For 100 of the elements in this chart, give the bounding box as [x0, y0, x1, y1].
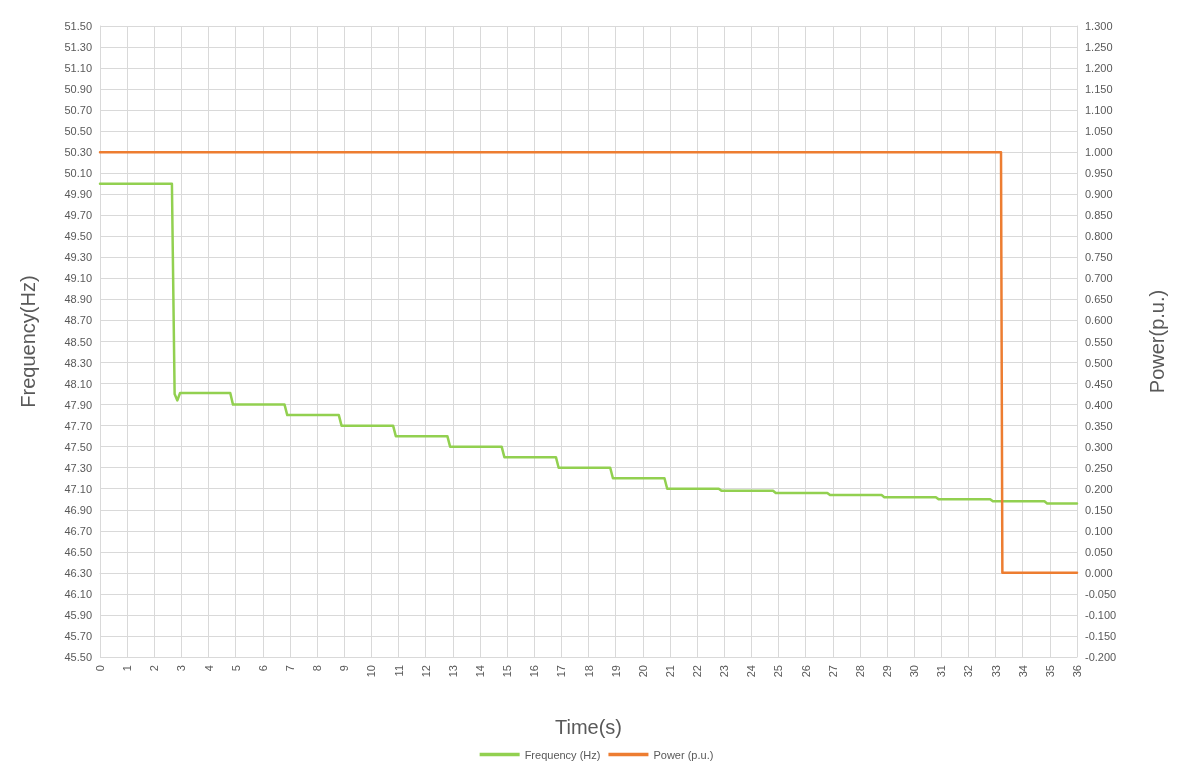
y-tick-label: 46.10: [64, 587, 92, 600]
y-tick-label: 49.10: [64, 272, 92, 285]
y-tick-label: 46.70: [64, 524, 92, 537]
y2-tick-label: 0.450: [1085, 377, 1113, 390]
x-tick-label: 21: [663, 665, 676, 678]
line-series: [98, 182, 1079, 505]
x-tick-label: 10: [365, 665, 378, 678]
y-tick-label: 51.30: [64, 41, 92, 54]
y-tick-label: 50.50: [64, 125, 92, 138]
y2-tick-label: 0.700: [1085, 272, 1113, 285]
y-tick-label: 45.90: [64, 608, 92, 621]
y2-tick-label: 0.900: [1085, 188, 1113, 201]
y2-tick-label: 0.750: [1085, 251, 1113, 264]
x-tick-label: 33: [989, 665, 1002, 678]
x-tick-label: 26: [799, 665, 812, 678]
x-tick-label: 31: [935, 665, 948, 678]
x-tick-label: 7: [283, 665, 296, 672]
x-tick-label: 1: [121, 665, 134, 672]
x-tick-label: 22: [691, 665, 704, 678]
x-tick-label: 20: [636, 665, 649, 678]
y2-tick-label: 1.100: [1085, 104, 1113, 117]
y-tick-label: 47.90: [64, 398, 92, 411]
y2-tick-label: -0.100: [1085, 608, 1117, 621]
x-tick-label: 4: [202, 665, 215, 672]
x-tick-label: 28: [853, 665, 866, 678]
y-tick-label: 46.90: [64, 503, 92, 516]
x-axis-title: Time(s): [554, 716, 623, 738]
y2-tick-label: 0.000: [1085, 566, 1113, 579]
y2-tick-label: 1.050: [1085, 125, 1113, 138]
y2-tick-label: 0.800: [1085, 230, 1113, 243]
x-tick-label: 6: [256, 665, 269, 672]
x-tick-label: 15: [501, 665, 514, 678]
y2-tick-label: 1.000: [1085, 146, 1113, 159]
y-tick-label: 48.30: [64, 356, 92, 369]
y2-tick-label: 0.150: [1085, 503, 1113, 516]
y-tick-label: 48.70: [64, 314, 92, 327]
x-tick-label: 29: [881, 665, 894, 678]
x-tick-label: 13: [446, 665, 459, 678]
y-tick-label: 47.70: [64, 419, 92, 432]
y-tick-label: 48.10: [64, 377, 92, 390]
y-tick-label: 49.30: [64, 251, 92, 264]
y-tick-label: 46.50: [64, 545, 92, 558]
y2-tick-label: 0.600: [1085, 314, 1113, 327]
x-tick-label: 35: [1043, 665, 1056, 678]
y2-tick-label: 0.100: [1085, 524, 1113, 537]
y2-tick-label: -0.200: [1085, 651, 1117, 663]
y2-tick-label: 0.200: [1085, 482, 1113, 495]
x-tick-label: 9: [338, 665, 351, 672]
y2-tick-label: 0.500: [1085, 356, 1113, 369]
x-tick-label: 19: [609, 665, 622, 678]
y-tick-label: 50.90: [64, 83, 92, 96]
x-tick-label: 11: [392, 665, 405, 677]
y2-tick-label: 0.850: [1085, 209, 1113, 222]
y2-tick-label: 1.200: [1085, 62, 1113, 75]
y2-tick-label: 0.350: [1085, 419, 1113, 432]
y-axis-title: Frequency(Hz): [17, 275, 39, 408]
y-tick-label: 49.90: [64, 188, 92, 201]
y-tick-label: 50.70: [64, 104, 92, 117]
y2-tick-label: -0.150: [1085, 629, 1117, 642]
y2-tick-label: 0.400: [1085, 398, 1113, 411]
y2-tick-label: 0.250: [1085, 461, 1113, 474]
y-tick-label: 47.30: [64, 461, 92, 474]
x-tick-label: 27: [826, 665, 839, 678]
y-tick-label: 49.70: [64, 209, 92, 222]
y2-tick-label: 1.250: [1085, 41, 1113, 54]
x-tick-label: 32: [962, 665, 975, 678]
x-tick-label: 2: [148, 665, 161, 672]
x-tick-label: 16: [528, 665, 541, 678]
y-tick-label: 47.50: [64, 440, 92, 453]
y-tick-label: 46.30: [64, 566, 92, 579]
y2-tick-label: 1.300: [1085, 20, 1113, 32]
x-tick-label: 18: [582, 665, 595, 678]
x-tick-label: 5: [229, 665, 242, 672]
y-tick-label: 45.70: [64, 629, 92, 642]
x-tick-label: 0: [94, 665, 106, 672]
x-tick-label: 17: [555, 665, 568, 678]
y2-tick-label: -0.050: [1085, 587, 1117, 600]
y2-tick-label: 0.300: [1085, 440, 1113, 453]
x-tick-label: 8: [311, 665, 324, 672]
y-tick-label: 48.50: [64, 335, 92, 348]
y-tick-label: 50.30: [64, 146, 92, 159]
x-tick-label: 23: [718, 665, 731, 678]
x-tick-label: 30: [908, 665, 921, 678]
y2-tick-label: 1.150: [1085, 83, 1113, 96]
y2-tick-label: 0.050: [1085, 545, 1113, 558]
y2-tick-label: 0.550: [1085, 335, 1113, 348]
legend-label: Frequency (Hz): [524, 748, 601, 761]
y-tick-label: 50.10: [64, 167, 92, 180]
y-tick-label: 49.50: [64, 230, 92, 243]
x-tick-label: 34: [1016, 665, 1029, 678]
y2-tick-label: 0.650: [1085, 293, 1113, 306]
y-tick-label: 47.10: [64, 482, 92, 495]
y-tick-label: 51.10: [64, 62, 92, 75]
x-tick-label: 12: [419, 665, 432, 678]
x-tick-label: 25: [772, 665, 785, 678]
legend-label: Power (p.u.): [653, 748, 714, 761]
x-tick-label: 14: [473, 665, 486, 678]
x-tick-label: 3: [175, 665, 188, 672]
y2-axis-title: Power(p.u.): [1146, 289, 1168, 394]
y-tick-label: 45.50: [64, 651, 92, 663]
